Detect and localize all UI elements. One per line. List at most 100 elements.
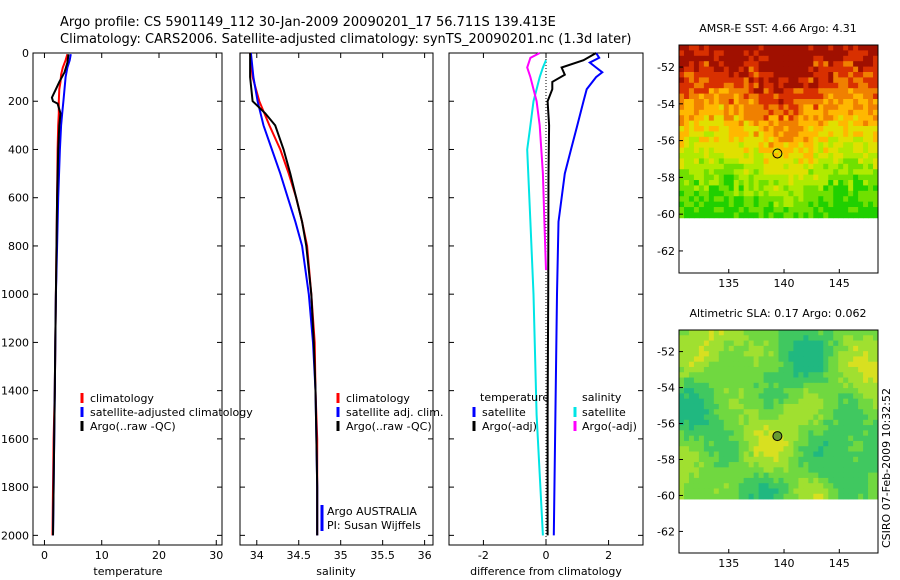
heatmap-cell	[833, 45, 839, 51]
heatmap-cell	[828, 180, 834, 186]
heatmap-cell	[813, 45, 819, 51]
heatmap-cell	[703, 483, 710, 489]
heatmap-cell	[718, 61, 725, 67]
heatmap-cell	[833, 153, 839, 159]
heatmap-cell	[693, 212, 700, 219]
heatmap-cell	[833, 361, 839, 368]
heatmap-cell	[703, 115, 710, 122]
heatmap-cell	[798, 446, 804, 452]
heatmap-cell	[873, 212, 879, 219]
heatmap-cell	[708, 207, 715, 213]
heatmap-cell	[753, 88, 760, 95]
heatmap-cell	[763, 398, 769, 405]
heatmap-cell	[838, 115, 844, 122]
heatmap-cell	[698, 403, 705, 410]
heatmap-cell	[723, 488, 730, 495]
heatmap-cell	[738, 483, 745, 489]
heatmap-cell	[783, 104, 789, 111]
heatmap-cell	[853, 99, 859, 105]
heatmap-cell	[863, 483, 869, 489]
heatmap-cell	[723, 163, 730, 170]
heatmap-cell	[738, 126, 745, 132]
heatmap-cell	[758, 99, 764, 105]
heatmap-cell	[768, 393, 774, 400]
heatmap-cell	[758, 340, 764, 347]
heatmap-cell	[728, 180, 735, 186]
heatmap-cell	[853, 169, 859, 176]
heatmap-cell	[753, 131, 760, 138]
heatmap-cell	[813, 88, 819, 95]
heatmap-cell	[793, 174, 799, 181]
heatmap-cell	[748, 174, 755, 181]
heatmap-cell	[823, 414, 829, 421]
heatmap-cell	[803, 120, 809, 127]
heatmap-cell	[708, 66, 715, 73]
heatmap-cell	[873, 451, 879, 458]
heatmap-cell	[788, 366, 794, 373]
heatmap-cell	[768, 451, 774, 458]
heatmap-cell	[679, 207, 685, 213]
heatmap-cell	[688, 61, 695, 67]
heatmap-cell	[733, 61, 740, 67]
heatmap-cell	[743, 477, 750, 484]
heatmap-cell	[698, 477, 705, 484]
heatmap-cell	[723, 372, 730, 378]
heatmap-cell	[848, 398, 854, 405]
heatmap-cell	[873, 372, 879, 378]
heatmap-cell	[788, 115, 794, 122]
heatmap-cell	[733, 136, 740, 143]
heatmap-cell	[688, 356, 695, 363]
heatmap-cell	[848, 356, 854, 363]
heatmap-cell	[679, 55, 685, 62]
heatmap-cell	[823, 99, 829, 105]
heatmap-cell	[683, 335, 690, 341]
heatmap-cell	[838, 55, 844, 62]
y-tick-label: 1000	[1, 288, 29, 301]
heatmap-cell	[688, 163, 695, 170]
heatmap-cell	[838, 77, 844, 84]
heatmap-cell	[778, 493, 784, 500]
heatmap-cell	[698, 82, 705, 89]
heatmap-cell	[748, 72, 755, 78]
heatmap-cell	[843, 403, 849, 410]
heatmap-cell	[773, 196, 779, 203]
heatmap-cell	[693, 136, 700, 143]
heatmap-cell	[723, 147, 730, 154]
heatmap-cell	[679, 472, 685, 479]
heatmap-cell	[818, 409, 824, 415]
heatmap-cell	[863, 472, 869, 479]
heatmap-cell	[863, 82, 869, 89]
heatmap-cell	[788, 472, 794, 479]
heatmap-cell	[863, 403, 869, 410]
heatmap-cell	[773, 462, 779, 468]
heatmap-cell	[843, 169, 849, 176]
heatmap-cell	[703, 147, 710, 154]
heatmap-cell	[778, 66, 784, 73]
heatmap-cell	[868, 483, 874, 489]
heatmap-cell	[873, 419, 879, 426]
heatmap-cell	[723, 351, 730, 357]
heatmap-cell	[743, 196, 750, 203]
heatmap-cell	[763, 109, 769, 116]
heatmap-cell	[679, 185, 685, 192]
heatmap-cell	[868, 55, 874, 62]
heatmap-cell	[788, 55, 794, 62]
heatmap-cell	[868, 356, 874, 363]
heatmap-cell	[868, 372, 874, 378]
heatmap-cell	[803, 185, 809, 192]
heatmap-cell	[733, 435, 740, 442]
heatmap-cell	[833, 483, 839, 489]
heatmap-cell	[758, 467, 764, 474]
heatmap-cell	[698, 174, 705, 181]
heatmap-cell	[683, 207, 690, 213]
heatmap-cell	[803, 158, 809, 165]
heatmap-cell	[713, 451, 720, 458]
heatmap-cell	[723, 382, 730, 389]
heatmap-cell	[768, 115, 774, 122]
heatmap-cell	[808, 158, 814, 165]
heatmap-cell	[683, 93, 690, 100]
heatmap-cell	[788, 356, 794, 363]
series-line-diff-3	[526, 52, 547, 271]
heatmap-cell	[853, 77, 859, 84]
heatmap-cell	[718, 414, 725, 421]
